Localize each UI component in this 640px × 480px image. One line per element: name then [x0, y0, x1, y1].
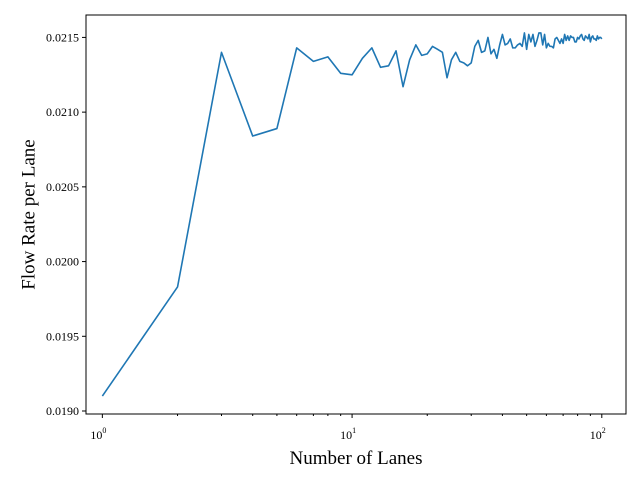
- y-axis: 0.0190 0.0195 0.0200 0.0205 0.0210 0.0215: [46, 30, 86, 418]
- x-tick-label: 101: [340, 426, 356, 442]
- series-line: [101, 32, 603, 397]
- y-tick-label: 0.0195: [46, 329, 79, 343]
- y-tick-label: 0.0215: [46, 30, 79, 44]
- x-tick-label: 102: [590, 426, 606, 442]
- x-axis-label: Number of Lanes: [290, 448, 423, 469]
- y-axis-label: Flow Rate per Lane: [19, 139, 40, 289]
- x-tick-label: 100: [90, 426, 106, 442]
- x-axis: 100 101 102: [90, 414, 606, 442]
- y-tick-label: 0.0200: [46, 255, 79, 269]
- y-tick-label: 0.0205: [46, 180, 79, 194]
- y-tick-label: 0.0210: [46, 105, 79, 119]
- y-tick-label: 0.0190: [46, 404, 79, 418]
- plot-frame: [85, 14, 627, 415]
